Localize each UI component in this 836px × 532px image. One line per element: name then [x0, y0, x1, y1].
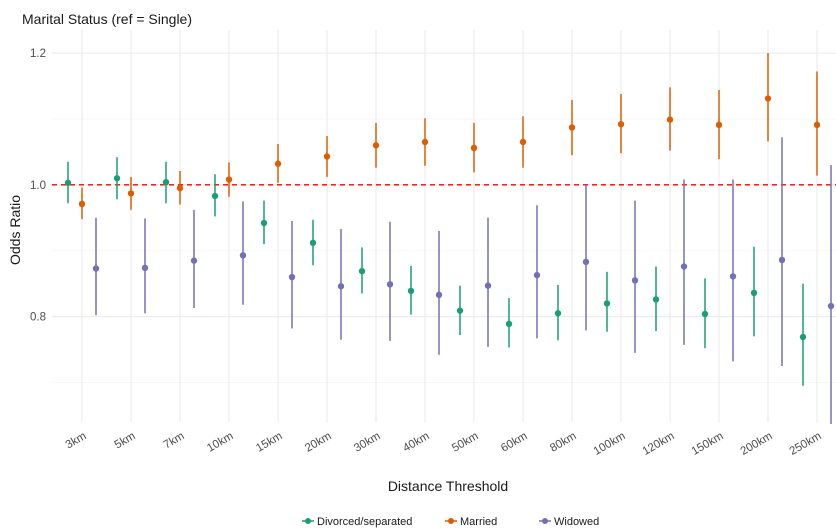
legend-label: Widowed: [554, 516, 599, 528]
data-point: [519, 138, 527, 146]
data-point: [274, 160, 282, 167]
legend-label: Divorced/separated: [317, 516, 412, 528]
legend-item: Widowed: [539, 516, 599, 528]
data-point: [652, 296, 660, 303]
data-point: [827, 302, 835, 310]
data-point: [141, 264, 149, 272]
y-axis-title: Odds Ratio: [7, 195, 23, 265]
legend-key-point: [448, 518, 454, 524]
data-point: [78, 200, 86, 208]
data-point: [211, 192, 219, 200]
data-point: [190, 257, 198, 264]
data-point: [113, 175, 121, 182]
y-tick-label: 1.2: [30, 48, 46, 60]
chart-title: Marital Status (ref = Single): [22, 11, 192, 27]
y-tick-label: 1.0: [30, 180, 46, 192]
series-married: [78, 53, 821, 220]
data-point: [92, 265, 100, 272]
data-point: [554, 310, 562, 317]
legend-item: Married: [445, 516, 497, 528]
legend-item: Divorced/separated: [302, 516, 412, 528]
y-tick-label: 0.8: [30, 312, 46, 324]
data-point: [778, 256, 786, 264]
data-point: [309, 239, 317, 246]
data-point: [813, 121, 821, 129]
data-point: [617, 121, 625, 128]
data-point: [484, 282, 492, 289]
data-point: [729, 273, 737, 280]
data-point: [750, 289, 758, 297]
legend: Divorced/separated Married Widowed: [302, 516, 599, 528]
data-point: [337, 283, 345, 290]
data-point: [582, 258, 590, 266]
data-point: [701, 310, 709, 318]
data-point: [533, 271, 541, 279]
data-point: [603, 300, 611, 307]
data-point: [505, 320, 513, 328]
grid-lines: [52, 30, 836, 422]
data-point: [421, 138, 429, 146]
data-point: [386, 281, 394, 288]
data-point: [407, 287, 415, 295]
data-point: [799, 333, 807, 341]
data-point: [435, 291, 443, 299]
data-point: [631, 277, 639, 284]
legend-label: Married: [460, 516, 497, 528]
data-point: [323, 153, 331, 160]
data-point: [470, 144, 478, 152]
legend-key-point: [542, 518, 548, 524]
data-marks: [64, 53, 835, 424]
data-point: [358, 267, 366, 275]
data-point: [225, 176, 233, 183]
data-point: [127, 190, 135, 197]
series-divorced-separated: [64, 157, 807, 386]
data-point: [715, 121, 723, 129]
data-point: [260, 219, 268, 227]
data-point: [64, 179, 72, 187]
data-point: [176, 184, 184, 192]
legend-key-point: [305, 518, 311, 524]
data-point: [239, 252, 247, 259]
data-point: [372, 142, 380, 149]
data-point: [680, 263, 688, 270]
data-point: [764, 95, 772, 102]
x-axis-title: Distance Threshold: [388, 478, 508, 494]
data-point: [162, 178, 170, 186]
series-widowed: [92, 137, 835, 424]
data-point: [666, 116, 674, 123]
data-point: [568, 124, 576, 131]
data-point: [456, 307, 464, 314]
data-point: [288, 273, 296, 281]
